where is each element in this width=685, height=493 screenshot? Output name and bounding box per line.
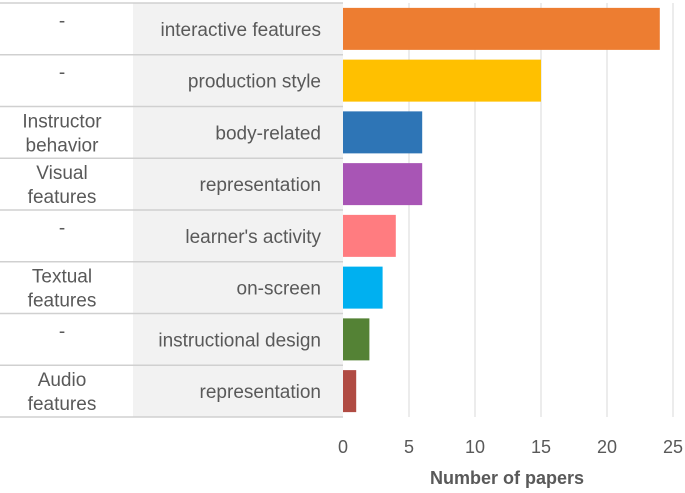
category-label: representation [200, 382, 321, 403]
category-label: learner's activity [185, 227, 321, 248]
bar [343, 7, 660, 50]
bar [343, 318, 370, 361]
group-label: - [59, 63, 65, 84]
bar [343, 214, 396, 257]
bar [343, 266, 383, 309]
x-tick-label: 0 [338, 437, 348, 457]
bar [343, 163, 423, 206]
group-label: Textual [32, 267, 92, 288]
group-label: - [59, 218, 65, 239]
category-label: representation [200, 175, 321, 196]
group-label: behavior [26, 135, 100, 156]
bar [343, 111, 423, 154]
x-tick-label: 25 [663, 437, 683, 457]
category-label: instructional design [158, 330, 321, 351]
bar [343, 59, 541, 102]
x-tick-label: 20 [597, 437, 617, 457]
group-label: - [59, 321, 65, 342]
x-axis-label: Number of papers [430, 468, 584, 488]
category-label: production style [188, 72, 321, 93]
group-label: Instructor [22, 111, 102, 132]
group-label: Audio [38, 370, 87, 391]
group-label: features [28, 187, 97, 208]
x-tick-label: 15 [531, 437, 551, 457]
category-label: body-related [215, 123, 321, 144]
x-tick-label: 10 [465, 437, 485, 457]
group-label: Visual [36, 163, 87, 184]
x-tick-label: 5 [404, 437, 414, 457]
group-label: features [28, 291, 97, 312]
group-label: - [59, 11, 65, 32]
group-label: features [28, 394, 97, 415]
category-label: interactive features [160, 20, 321, 41]
category-label: on-screen [237, 279, 322, 300]
bar [343, 370, 357, 413]
